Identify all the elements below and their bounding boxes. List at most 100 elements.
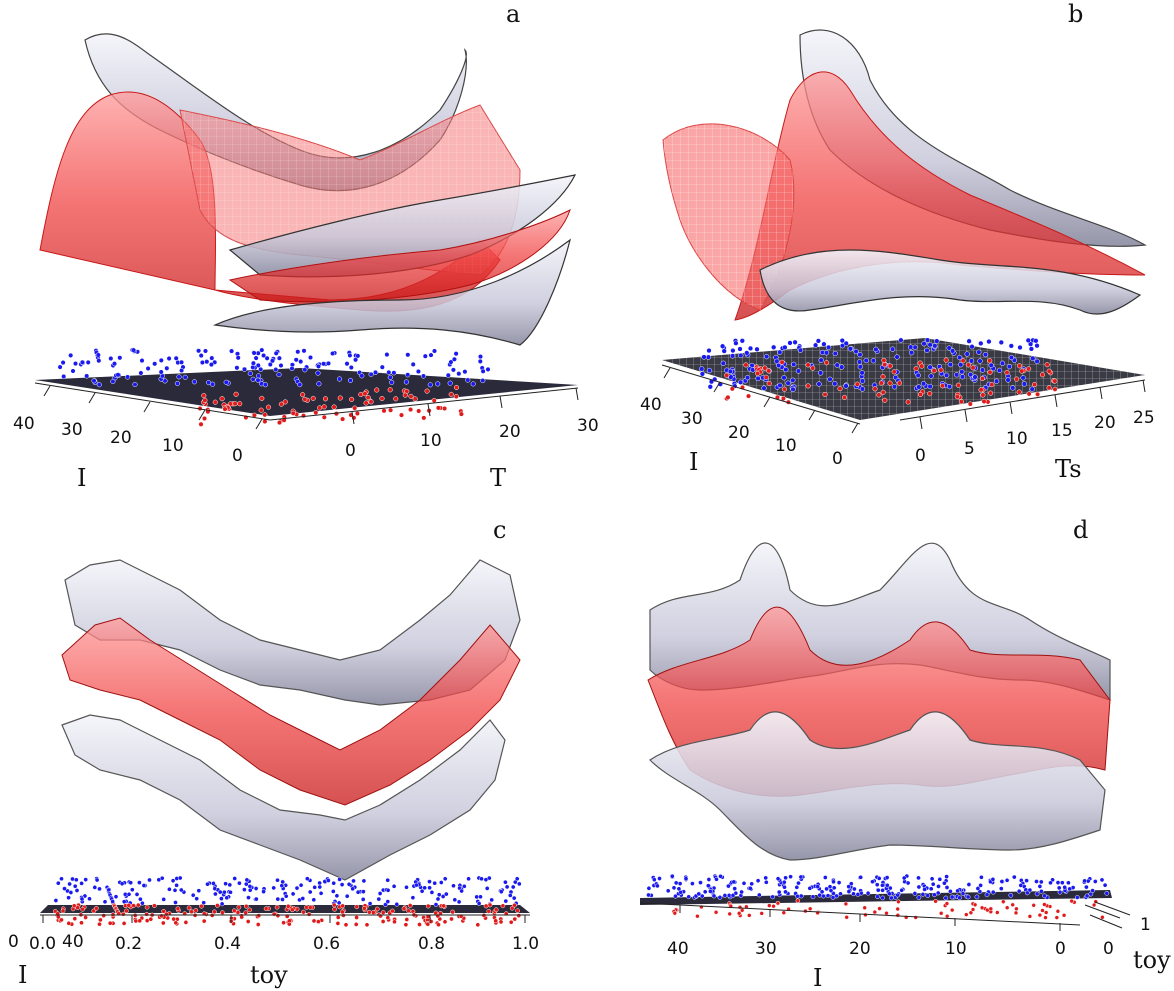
panel-b-red-point (919, 363, 925, 369)
panel-d-blue-point (944, 885, 950, 890)
panel-b-blue-point (1034, 343, 1040, 349)
panel-b-blue-point (792, 339, 798, 345)
panel-d-blue-point (851, 891, 856, 897)
panel-c-red-point (404, 917, 410, 922)
panel-d-blue-point (880, 882, 885, 888)
panel-c-blue-point (479, 876, 484, 882)
panel-b-blue-point (976, 349, 982, 355)
panel-d-blue-point (974, 894, 980, 900)
panel-a-blue-point (355, 353, 361, 359)
panel-b-blue-point (912, 344, 918, 350)
panel-a-blue-point (273, 367, 279, 373)
panel-c-blue-point (261, 889, 266, 894)
panel-c-red-point (212, 909, 217, 915)
panel-a-blue-point (480, 378, 486, 384)
panel-a-blue-point (253, 355, 259, 361)
panel-c-red-point (331, 902, 337, 908)
panel-c-blue-point (70, 876, 75, 882)
panel-d-blue-point (1038, 879, 1044, 885)
panel-d-blue-point (705, 883, 711, 889)
panel-c-blue-point (504, 884, 510, 890)
panel-d-blue-point (875, 887, 881, 893)
panel-d-red-point (1091, 902, 1097, 908)
panel-d-blue-point (836, 880, 842, 885)
panel-d-blue-point (979, 874, 984, 880)
panel-d-red-point (1004, 905, 1010, 910)
panel-c-blue-point (339, 882, 345, 887)
panel-a-red-point (340, 416, 346, 422)
panel-c-blue-point (83, 877, 89, 882)
panel-b-blue-point (727, 368, 734, 375)
panel-a-blue-point (250, 360, 256, 366)
panel-d-i-tick-2: 20 (849, 939, 871, 959)
panel-a-blue-point (110, 378, 116, 385)
panel-b-red-point (1035, 391, 1041, 397)
panel-b-red-point (891, 369, 897, 375)
panel-d-blue-point (990, 889, 996, 895)
panel-c-blue-point (275, 896, 281, 902)
panel-c-blue-point (414, 882, 419, 888)
panel-b-red-point (1019, 368, 1025, 374)
panel-d-blue-point (722, 893, 728, 898)
panel-b-blue-point (777, 349, 783, 355)
panel-d-red-point (895, 906, 900, 912)
panel-a-red-point (352, 405, 358, 411)
panel-c-blue-point (385, 899, 391, 904)
panel-d-blue-point (930, 881, 936, 887)
panel-b-red-point (724, 372, 730, 378)
panel-d-blue-point (880, 895, 886, 901)
panel-b-red-point (931, 368, 937, 374)
panel-c-red-point (97, 921, 102, 927)
panel-b-blue-point (998, 339, 1004, 346)
panel-c-red-point (390, 908, 395, 914)
panel-c-blue-point (196, 888, 202, 894)
panel-b-blue-point (1029, 386, 1035, 392)
panel-c-blue-point (330, 889, 336, 894)
panel-c-blue-point (331, 880, 337, 886)
panel-c-red-point (274, 904, 280, 910)
panel-c-red-point (120, 911, 126, 917)
panel-c-blue-point (161, 897, 167, 902)
panel-c-red-point (512, 916, 518, 922)
panel-c-blue-point (361, 889, 366, 894)
panel-b-red-point (978, 387, 984, 393)
panel-a-blue-point (182, 374, 188, 380)
panel-c-red-point (126, 902, 132, 908)
panel-a-i-axis (34, 382, 271, 421)
panel-a-red-point (365, 394, 371, 401)
panel-d-blue-point (776, 889, 782, 895)
panel-d-blue-point (798, 893, 804, 899)
panel-b-red-point (987, 369, 993, 375)
panel-a-red-point (362, 391, 368, 397)
panel-d-blue-point (870, 879, 875, 885)
panel-b-blue-point (968, 358, 975, 364)
panel-b-blue-point (790, 386, 796, 393)
panel-a-blue-point (347, 377, 354, 383)
panel-c-blue-point (350, 886, 356, 892)
panel-d-blue-point (990, 877, 996, 882)
panel-c-red-point (271, 911, 277, 917)
panel-c-blue-point (311, 897, 317, 903)
panel-a-red-point (408, 407, 414, 413)
panel-a-red-point (402, 392, 408, 398)
panel-c-blue-point (326, 878, 331, 883)
panel-b-blue-point (730, 347, 736, 354)
panel-c-blue-point (212, 886, 218, 891)
panel-a-blue-point (289, 365, 295, 372)
panel-c-blue-point (360, 897, 366, 902)
panel-b-blue-point (949, 348, 956, 354)
panel-d-blue-point (1016, 888, 1022, 894)
panel-c-toy-tick-3: 0.6 (313, 934, 340, 954)
panel-d-y-title: toy (1133, 946, 1171, 974)
panel-a-red-point (219, 396, 225, 402)
panel-a-blue-point (68, 352, 74, 358)
panel-b-red-point (841, 394, 848, 400)
panel-b-red-point (872, 386, 878, 392)
panel-c-red-point (493, 918, 499, 924)
panel-b-blue-point (927, 383, 933, 390)
panel-c-red-point (243, 910, 249, 916)
panel-a-red-point (302, 396, 308, 402)
panel-c-red-point (406, 908, 411, 914)
panel-b-red-point (1004, 370, 1010, 376)
panel-d-blue-point (732, 886, 738, 891)
